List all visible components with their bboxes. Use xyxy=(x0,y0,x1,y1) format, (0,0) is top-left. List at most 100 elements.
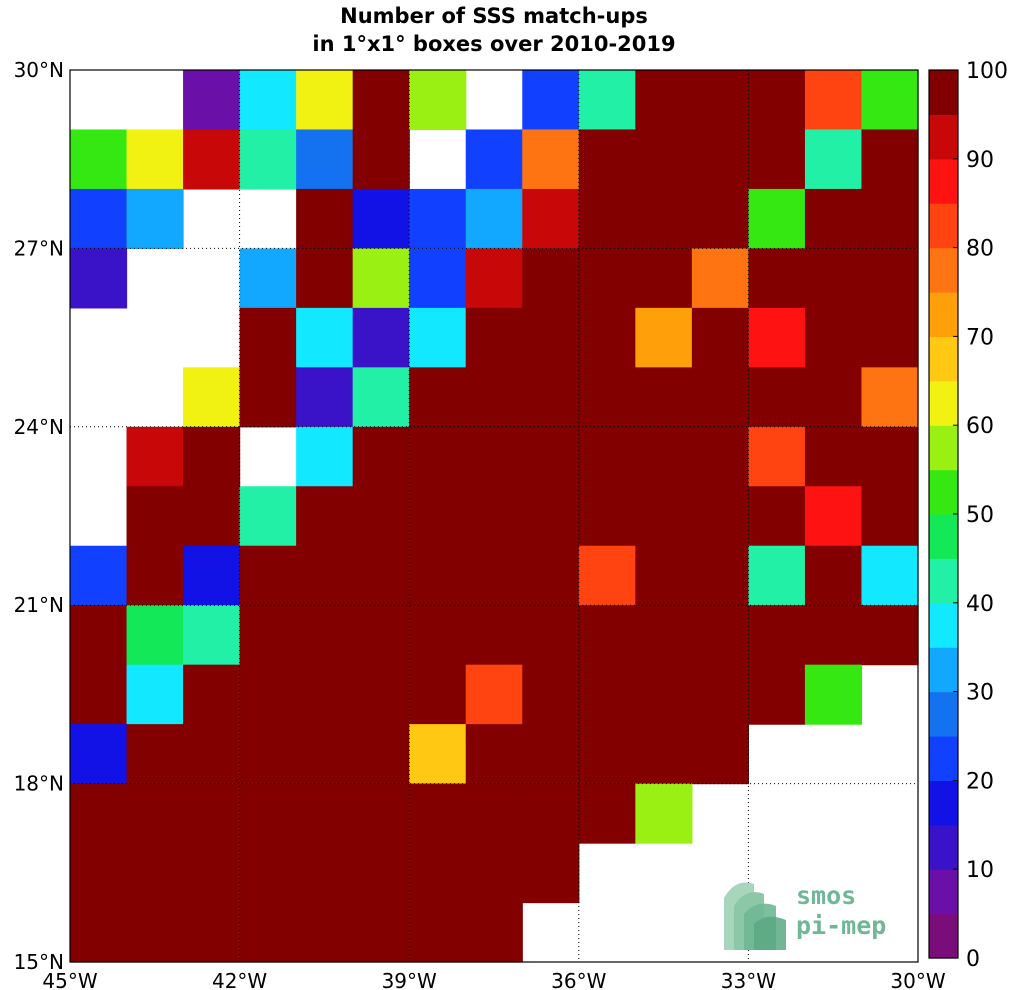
heatmap-cell xyxy=(409,188,467,249)
heatmap-cell xyxy=(748,486,806,547)
y-tick-label: 18°N xyxy=(14,772,64,796)
colorbar-swatch xyxy=(929,913,958,959)
heatmap-cell xyxy=(578,70,636,131)
heatmap-cell xyxy=(635,367,693,428)
heatmap-cell xyxy=(70,664,128,725)
heatmap-cell xyxy=(861,367,919,428)
colorbar-tick-label: 20 xyxy=(966,769,994,794)
heatmap-cell xyxy=(748,248,806,309)
heatmap-cell xyxy=(239,70,297,131)
heatmap-cell xyxy=(522,783,580,844)
smos-pi-mep-logo: smos pi-mep xyxy=(724,880,904,950)
heatmap-cell xyxy=(635,545,693,606)
heatmap-cell xyxy=(296,426,354,487)
heatmap-cell xyxy=(861,486,919,547)
heatmap-cell xyxy=(578,664,636,725)
heatmap-cell xyxy=(296,783,354,844)
heatmap-cell xyxy=(352,307,410,368)
heatmap-cell xyxy=(70,843,128,904)
heatmap-cell xyxy=(126,188,184,249)
map-grid xyxy=(70,70,918,962)
heatmap-cell xyxy=(522,307,580,368)
colorbar-swatch xyxy=(929,203,958,249)
heatmap-cell xyxy=(70,129,128,190)
heatmap-cell xyxy=(296,605,354,666)
plot-frame xyxy=(69,69,919,963)
heatmap-cell xyxy=(465,426,523,487)
heatmap-cell xyxy=(183,843,241,904)
colorbar-swatch xyxy=(929,691,958,737)
x-axis-ticks: 45°W 42°W 39°W 36°W 33°W 30°W xyxy=(42,969,945,990)
heatmap-cell xyxy=(409,70,467,131)
y-tick-label: 21°N xyxy=(14,593,64,617)
heatmap-cell xyxy=(465,724,523,785)
heatmap-cell xyxy=(522,188,580,249)
heatmap-cell xyxy=(296,724,354,785)
x-tick-label: 45°W xyxy=(42,969,97,990)
heatmap-cell xyxy=(352,70,410,131)
heatmap-cell xyxy=(861,545,919,606)
heatmap-cell xyxy=(409,367,467,428)
heatmap-cell xyxy=(635,307,693,368)
heatmap-cell xyxy=(126,426,184,487)
heatmap-cell xyxy=(352,664,410,725)
heatmap-cell xyxy=(578,367,636,428)
logo-text-pimep: pi-mep xyxy=(796,911,887,940)
heatmap-cell xyxy=(296,129,354,190)
y-tick-label: 30°N xyxy=(14,58,64,82)
heatmap-cell xyxy=(522,724,580,785)
heatmap-cell xyxy=(296,188,354,249)
heatmap-cell xyxy=(409,724,467,785)
heatmap-cell xyxy=(183,724,241,785)
heatmap-cell xyxy=(183,70,241,131)
heatmap-cell xyxy=(861,129,919,190)
heatmap-cell xyxy=(522,605,580,666)
heatmap-cell xyxy=(804,426,863,487)
heatmap-cell xyxy=(522,664,580,725)
colorbar-tick-label: 50 xyxy=(966,503,994,528)
heatmap-cell xyxy=(352,545,410,606)
colorbar-tick-label: 10 xyxy=(966,858,994,883)
heatmap-cell xyxy=(635,248,693,309)
y-tick-label: 15°N xyxy=(14,950,64,974)
heatmap-cell xyxy=(465,783,523,844)
heatmap-cell xyxy=(409,605,467,666)
colorbar-swatch xyxy=(929,425,958,471)
colorbar: 0 10 20 30 40 50 60 70 80 90 100 xyxy=(928,59,1008,972)
chart-title-line-1: Number of SSS match-ups xyxy=(340,4,648,28)
heatmap-cell xyxy=(635,664,693,725)
heatmap-cell xyxy=(691,129,749,190)
heatmap-cell xyxy=(804,605,863,666)
heatmap-cell xyxy=(748,545,806,606)
heatmap-cell xyxy=(352,843,410,904)
heatmap-cell xyxy=(804,129,863,190)
x-tick-label: 39°W xyxy=(382,969,437,990)
heatmap-cell xyxy=(183,605,241,666)
x-tick-label: 42°W xyxy=(212,969,267,990)
heatmap-cell xyxy=(465,545,523,606)
heatmap-cell xyxy=(522,843,580,904)
heatmap-cell xyxy=(296,367,354,428)
heatmap-cell xyxy=(239,367,297,428)
heatmap-cell xyxy=(578,724,636,785)
colorbar-swatch xyxy=(929,380,958,426)
heatmap-cell xyxy=(748,664,806,725)
colorbar-swatch xyxy=(929,70,958,115)
y-tick-label: 27°N xyxy=(14,236,64,260)
heatmap-cell xyxy=(861,70,919,131)
y-tick-label: 24°N xyxy=(14,415,64,439)
heatmap-cell xyxy=(183,367,241,428)
heatmap-cell xyxy=(239,843,297,904)
heatmap-cell xyxy=(522,545,580,606)
heatmap-cell xyxy=(239,129,297,190)
heatmap-cell xyxy=(522,248,580,309)
heatmap-cell xyxy=(465,307,523,368)
chart-title-line-2: in 1°x1° boxes over 2010-2019 xyxy=(312,32,676,56)
colorbar-swatch xyxy=(929,558,958,604)
heatmap-cell xyxy=(804,188,863,249)
heatmap-cell xyxy=(635,605,693,666)
heatmap-cell xyxy=(70,188,128,249)
heatmap-cell xyxy=(635,486,693,547)
heatmap-cell xyxy=(183,902,241,963)
heatmap-cell xyxy=(691,605,749,666)
